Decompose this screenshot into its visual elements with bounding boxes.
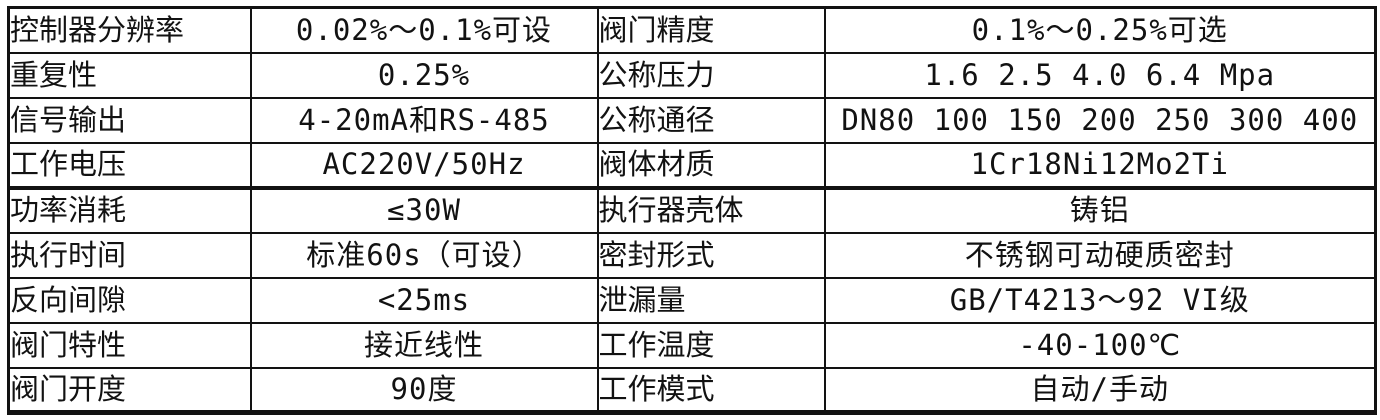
table-row: 重复性 0.25% 公称压力 1.6 2.5 4.0 6.4 Mpa — [7, 51, 1377, 99]
spec-param: 阀门精度 — [596, 6, 826, 54]
specification-table: 控制器分辨率 0.02%～0.1%可设 阀门精度 0.1%～0.25%可选 重复… — [7, 6, 1377, 415]
spec-param: 工作电压 — [7, 141, 252, 190]
spec-value: 铸铝 — [823, 186, 1377, 234]
spec-param: 信号输出 — [7, 96, 252, 144]
table-row: 阀门特性 接近线性 工作温度 -40-100℃ — [7, 321, 1377, 369]
spec-param: 公称压力 — [596, 51, 826, 99]
spec-param: 密封形式 — [596, 231, 826, 279]
table-row: 执行时间 标准60s（可设） 密封形式 不锈钢可动硬质密封 — [7, 231, 1377, 279]
spec-param: 阀门特性 — [7, 321, 252, 369]
spec-value: 1.6 2.5 4.0 6.4 Mpa — [823, 51, 1377, 99]
spec-value: -40-100℃ — [823, 321, 1377, 369]
spec-param: 泄漏量 — [596, 276, 826, 324]
spec-value: 0.1%～0.25%可选 — [823, 6, 1377, 54]
spec-param: 反向间隙 — [7, 276, 252, 324]
spec-param: 功率消耗 — [7, 186, 252, 234]
spec-value: 1Cr18Ni12Mo2Ti — [823, 141, 1377, 190]
spec-value: 自动/手动 — [823, 366, 1377, 414]
spec-param: 工作模式 — [596, 366, 826, 414]
spec-param: 执行时间 — [7, 231, 252, 279]
spec-param: 阀体材质 — [596, 141, 826, 190]
spec-param: 阀门开度 — [7, 366, 252, 414]
table-row: 工作电压 AC220V/50Hz 阀体材质 1Cr18Ni12Mo2Ti — [7, 141, 1377, 190]
table-row: 功率消耗 ≤30W 执行器壳体 铸铝 — [7, 186, 1377, 234]
table-row: 信号输出 4-20mA和RS-485 公称通径 DN80 100 150 200… — [7, 96, 1377, 144]
spec-param: 公称通径 — [596, 96, 826, 144]
spec-value: <25ms — [249, 276, 599, 324]
spec-value: GB/T4213～92 VI级 — [823, 276, 1377, 324]
spec-value: 不锈钢可动硬质密封 — [823, 231, 1377, 279]
spec-value: ≤30W — [249, 186, 599, 234]
table-row: 控制器分辨率 0.02%～0.1%可设 阀门精度 0.1%～0.25%可选 — [7, 6, 1377, 54]
table-row: 阀门开度 90度 工作模式 自动/手动 — [7, 366, 1377, 414]
spec-value: AC220V/50Hz — [249, 141, 599, 190]
spec-value: 90度 — [249, 366, 599, 414]
spec-param: 工作温度 — [596, 321, 826, 369]
spec-param: 执行器壳体 — [596, 186, 826, 234]
spec-value: 标准60s（可设） — [249, 231, 599, 279]
spec-value: 0.02%～0.1%可设 — [249, 6, 599, 54]
spec-value: 4-20mA和RS-485 — [249, 96, 599, 144]
spec-param: 重复性 — [7, 51, 252, 99]
table-row: 反向间隙 <25ms 泄漏量 GB/T4213～92 VI级 — [7, 276, 1377, 324]
spec-value: 接近线性 — [249, 321, 599, 369]
spec-param: 控制器分辨率 — [7, 6, 252, 54]
spec-value: 0.25% — [249, 51, 599, 99]
spec-value: DN80 100 150 200 250 300 400 — [823, 96, 1377, 144]
